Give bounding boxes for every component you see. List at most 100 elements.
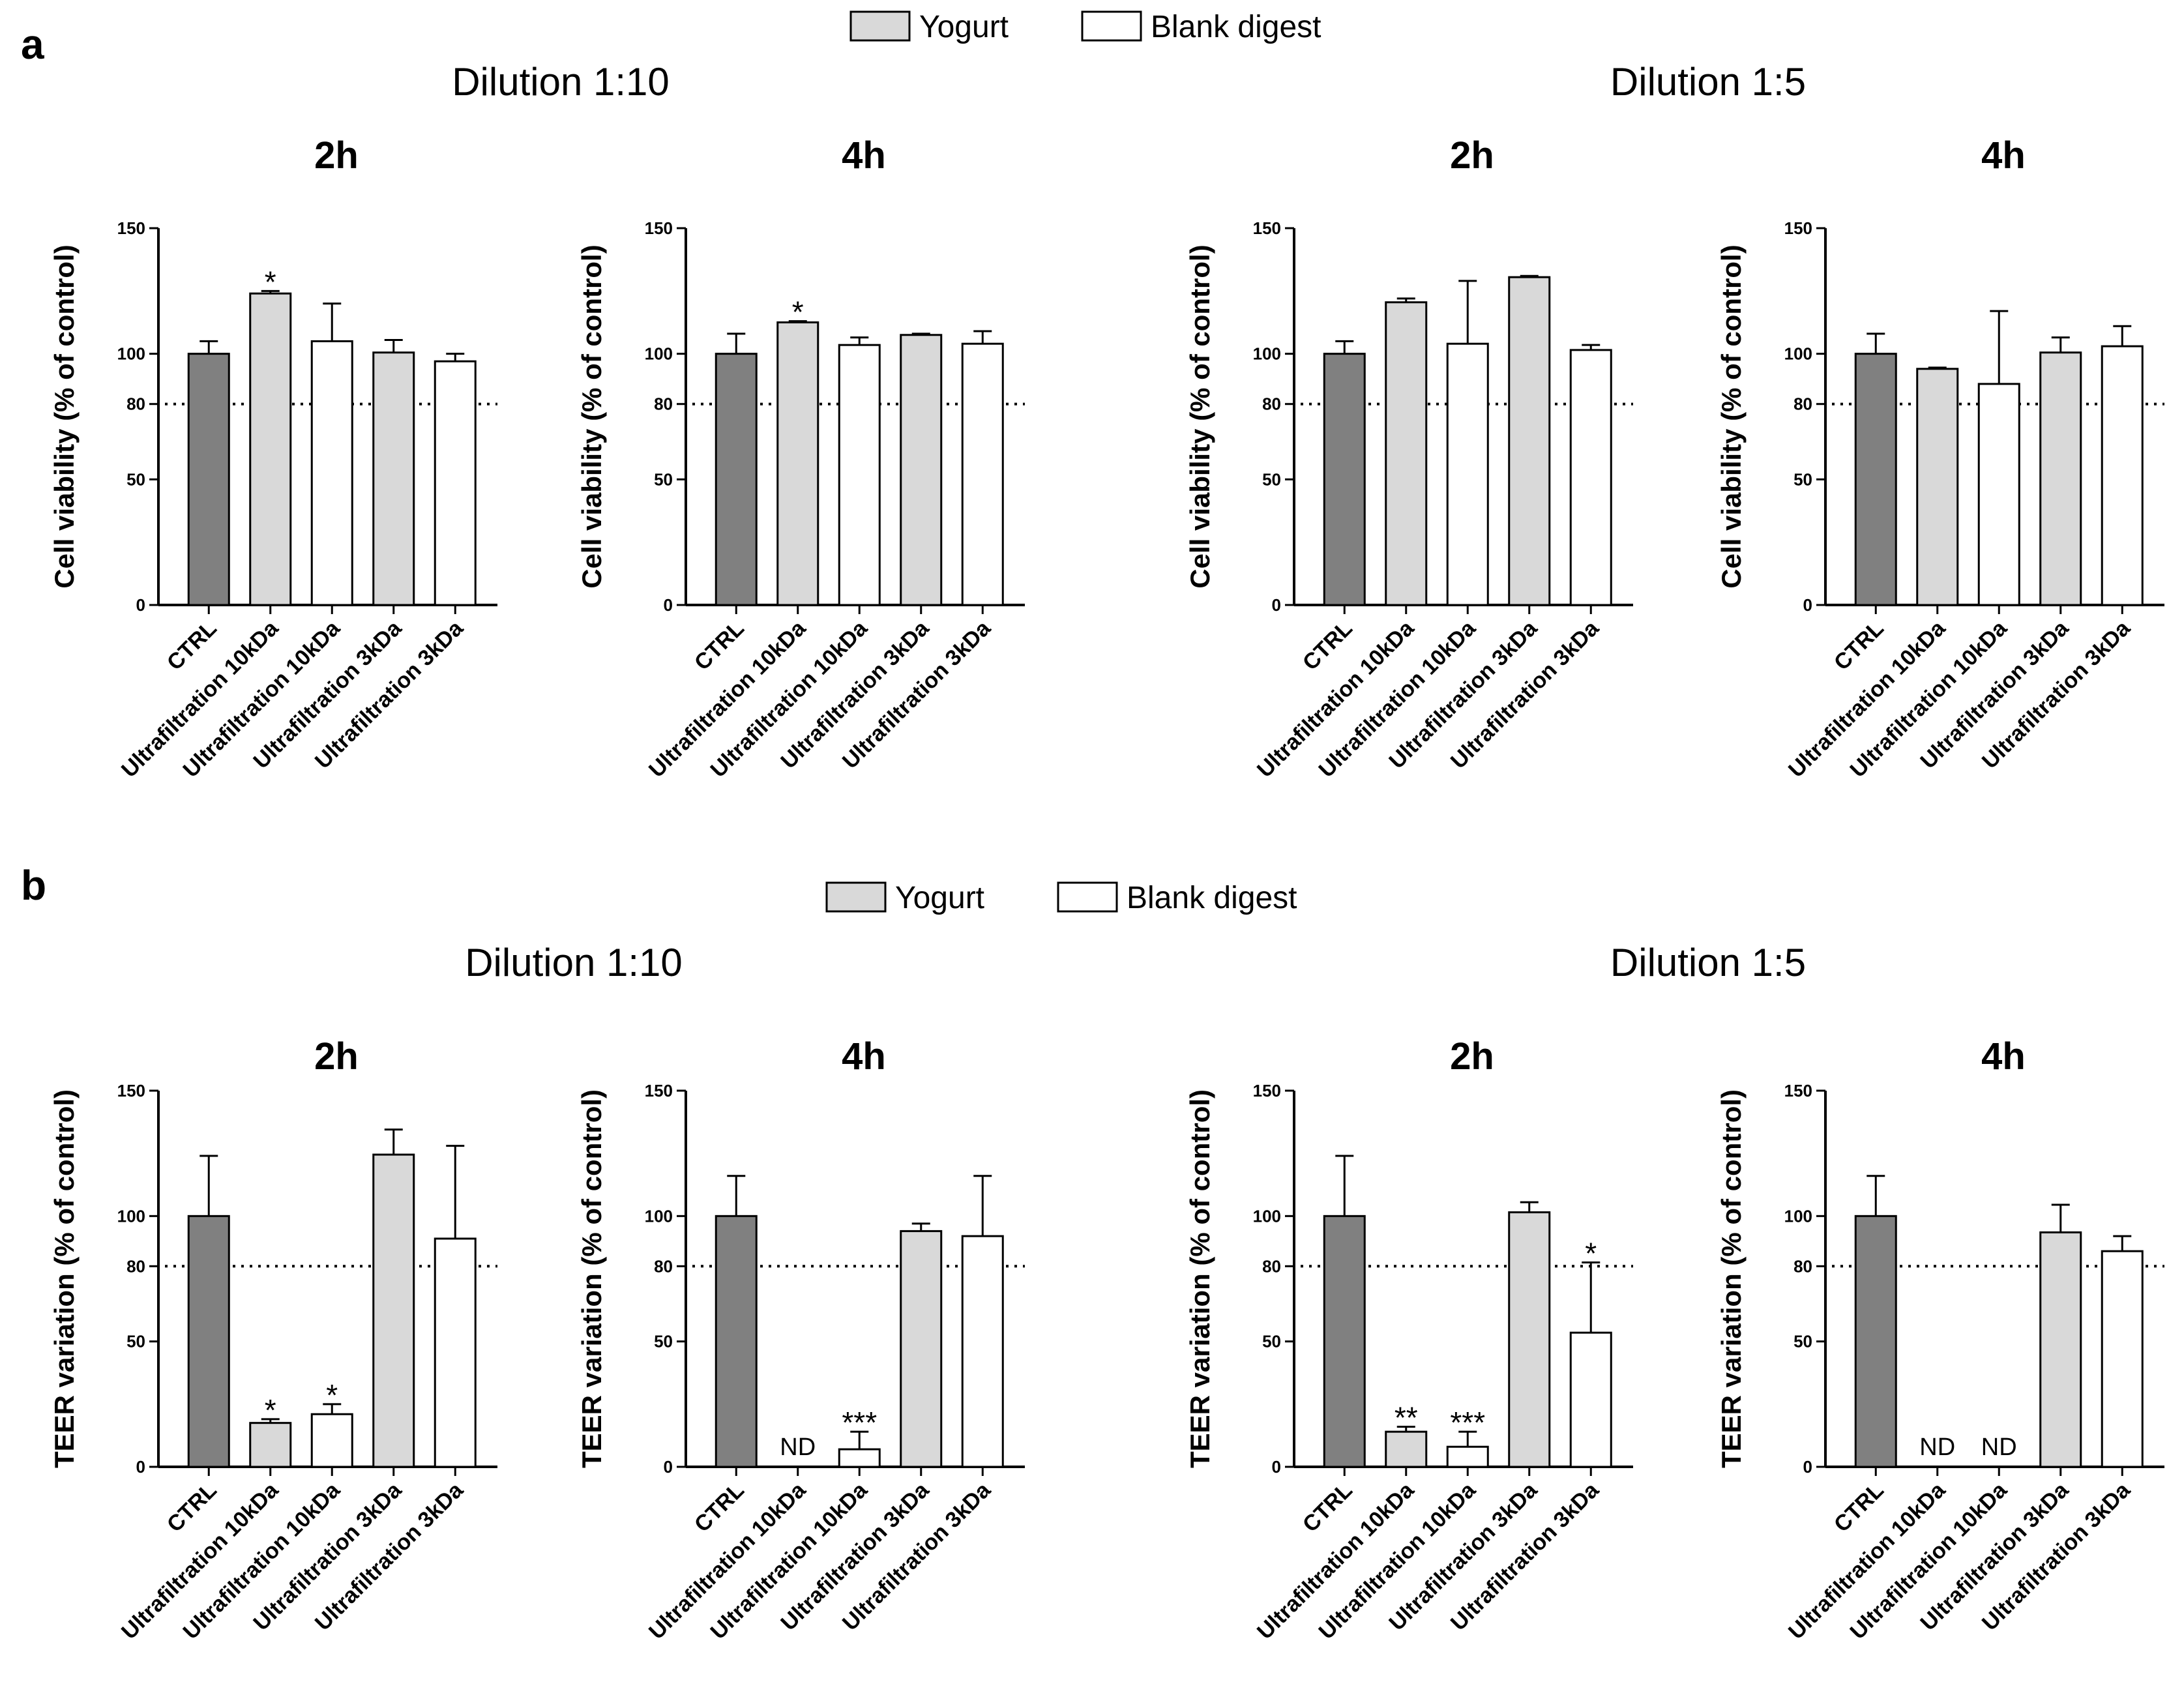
bar-yogurt [900, 1230, 943, 1468]
bar-ctrl [1854, 353, 1897, 606]
x-tick-label: CTRL [162, 616, 222, 675]
legend-swatch-blank [1057, 881, 1118, 913]
y-tick-label: 150 [1784, 1081, 1812, 1100]
bar-blank [310, 1413, 353, 1468]
y-tick-label: 0 [1272, 1457, 1281, 1477]
y-tick-label: 80 [126, 1256, 145, 1276]
bar-yogurt [372, 351, 415, 606]
dilution-title: Dilution 1:5 [1610, 941, 1806, 984]
y-axis-label: TEER variation (% of control) [1185, 1089, 1215, 1468]
significance-marker: * [1585, 1236, 1597, 1270]
bar-blank [310, 340, 353, 606]
chart-cell-viability-1-10-4h: 4h Cell viability (% of control) 0 50 80 100 1… [576, 134, 1025, 782]
x-tick-label: CTRL [1829, 1478, 1889, 1537]
bar-yogurt [2039, 351, 2082, 606]
bar-blank [2101, 345, 2144, 606]
bar-yogurt [372, 1153, 415, 1468]
chart-title: 4h [1981, 1035, 2026, 1078]
y-tick-label: 50 [1262, 1332, 1281, 1351]
y-tick-label: 150 [645, 1081, 673, 1100]
dilution-title: Dilution 1:5 [1610, 60, 1806, 104]
significance-marker: *** [1450, 1406, 1485, 1439]
chart-title: 2h [1450, 134, 1494, 177]
y-tick-label: 150 [1253, 218, 1281, 238]
y-tick-label: 50 [654, 469, 673, 489]
bar-yogurt [900, 334, 943, 606]
chart-teer-1-5-2h: 2h TEER variation (% of control) 0 50 80 100 1… [1185, 1035, 1633, 1644]
bar-ctrl [1854, 1215, 1897, 1468]
chart-title: 2h [1450, 1035, 1494, 1078]
y-tick-label: 80 [654, 394, 673, 414]
bar-blank [434, 360, 477, 606]
y-tick-label: 150 [1253, 1081, 1281, 1100]
bar-yogurt [249, 292, 292, 606]
y-tick-label: 50 [126, 469, 145, 489]
x-tick-label: CTRL [690, 1478, 749, 1537]
y-tick-label: 0 [1272, 595, 1281, 615]
chart-cell-viability-1-5-2h: 2h Cell viability (% of control) 0 50 80 100 1… [1185, 134, 1633, 782]
y-tick-label: 0 [664, 595, 673, 615]
y-tick-label: 100 [1784, 344, 1812, 364]
y-tick-label: 100 [1253, 1206, 1281, 1226]
legend-swatch-yogurt [849, 10, 911, 42]
significance-marker: * [265, 1393, 276, 1427]
bar-ctrl [1323, 353, 1366, 606]
y-tick-label: 50 [1793, 469, 1812, 489]
chart-title: 2h [314, 134, 359, 177]
y-axis-label: TEER variation (% of control) [1716, 1089, 1747, 1468]
y-tick-label: 50 [654, 1332, 673, 1351]
y-tick-label: 100 [117, 344, 145, 364]
chart-title: 4h [1981, 134, 2026, 177]
legend-swatch-blank [1081, 10, 1142, 42]
y-tick-label: 50 [126, 1332, 145, 1351]
panel-letter-b: b [21, 862, 46, 909]
bar-yogurt [1385, 1430, 1428, 1468]
bar-blank [1977, 383, 2020, 606]
bar-yogurt [2039, 1231, 2082, 1468]
y-tick-label: 100 [645, 1206, 673, 1226]
bar-yogurt [1916, 368, 1959, 606]
y-tick-label: 0 [664, 1457, 673, 1477]
bar-blank [1446, 342, 1489, 606]
legend-a: Yogurt Blank digest [849, 10, 1321, 44]
y-tick-label: 50 [1793, 1332, 1812, 1351]
bar-yogurt [1508, 1211, 1551, 1468]
not-detected-label: ND [1919, 1434, 1955, 1461]
y-tick-label: 100 [645, 344, 673, 364]
chart-teer-1-10-2h: 2h TEER variation (% of control) 0 50 80 100 1… [49, 1035, 497, 1644]
significance-marker: * [326, 1378, 338, 1412]
y-tick-label: 150 [117, 1081, 145, 1100]
bar-ctrl [187, 353, 230, 606]
y-tick-label: 150 [645, 218, 673, 238]
y-axis-label: Cell viability (% of control) [49, 244, 80, 588]
y-tick-label: 80 [1262, 1256, 1281, 1276]
y-tick-label: 50 [1262, 469, 1281, 489]
bar-ctrl [715, 353, 758, 606]
chart-teer-1-10-4h: 4h TEER variation (% of control) 0 50 80 100 1… [576, 1035, 1025, 1644]
significance-marker: * [265, 265, 276, 299]
y-tick-label: 0 [136, 595, 145, 615]
y-tick-label: 150 [117, 218, 145, 238]
y-tick-label: 80 [126, 394, 145, 414]
legend-label-blank: Blank digest [1151, 10, 1321, 44]
y-tick-label: 100 [117, 1206, 145, 1226]
y-axis-label: TEER variation (% of control) [576, 1089, 607, 1468]
significance-marker: * [792, 295, 804, 329]
bar-ctrl [187, 1215, 230, 1468]
bar-blank [1446, 1445, 1489, 1468]
bar-blank [434, 1237, 477, 1468]
y-tick-label: 0 [1803, 595, 1812, 615]
x-tick-label: CTRL [1298, 1478, 1357, 1537]
y-tick-label: 0 [136, 1457, 145, 1477]
bar-blank [961, 342, 1004, 606]
bar-blank [838, 344, 881, 606]
legend-swatch-yogurt [825, 881, 887, 913]
legend-b: Yogurt Blank digest [825, 881, 1297, 915]
panel-letter-a: a [21, 21, 44, 68]
bar-yogurt [1508, 276, 1551, 606]
y-tick-label: 100 [1253, 344, 1281, 364]
legend-label-blank: Blank digest [1127, 881, 1297, 915]
legend-label-yogurt: Yogurt [919, 10, 1009, 44]
y-tick-label: 80 [1262, 394, 1281, 414]
legend-label-yogurt: Yogurt [895, 881, 984, 915]
